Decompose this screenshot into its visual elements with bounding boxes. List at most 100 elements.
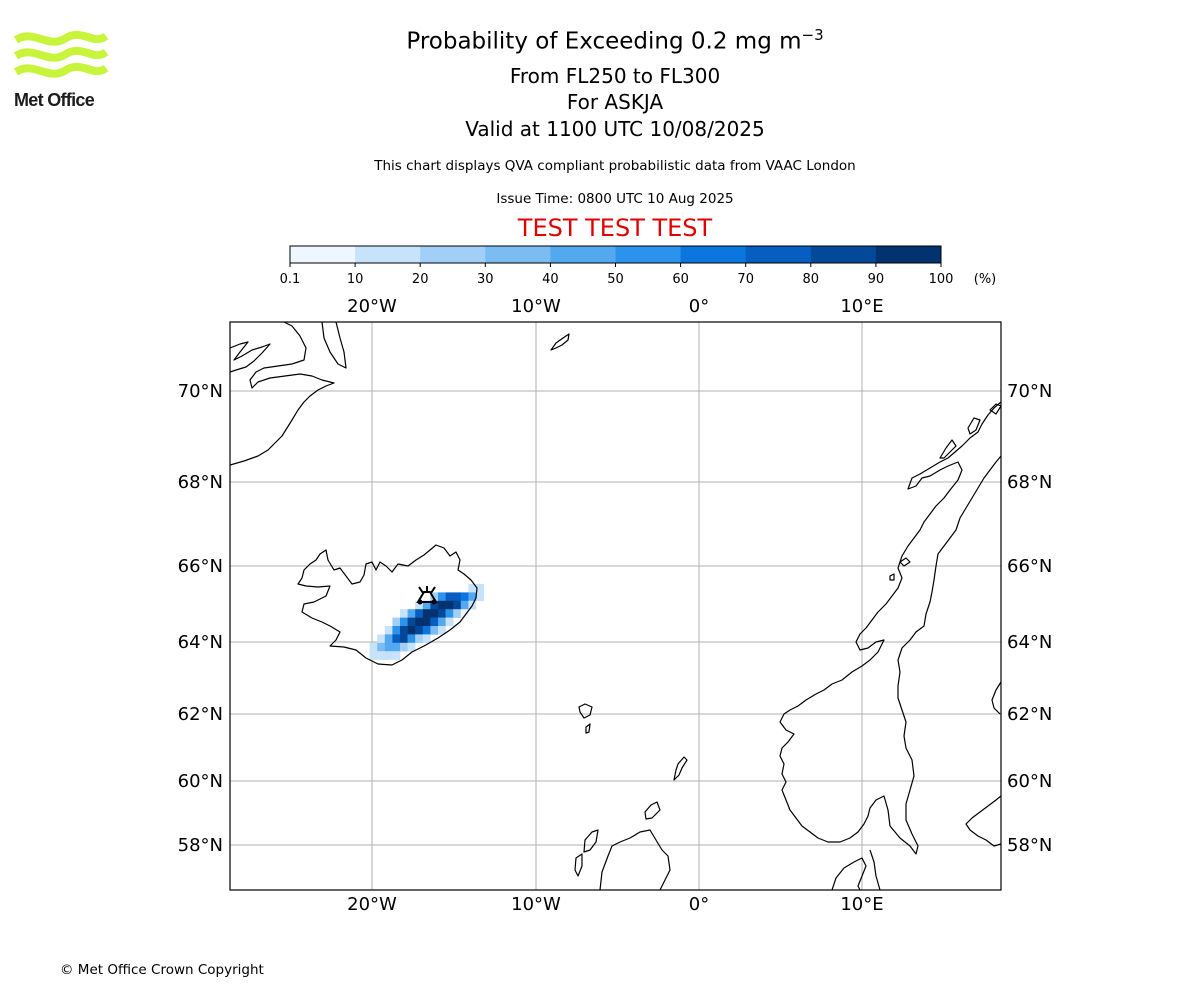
lat-label-right-60n: 60°N xyxy=(1007,771,1052,792)
lat-label-right-64n: 64°N xyxy=(1007,632,1052,653)
colorbar-unit: (%) xyxy=(974,272,997,287)
colorbar-swatch xyxy=(290,246,356,263)
coastline-iceland xyxy=(297,544,478,666)
ash-cell xyxy=(438,592,446,602)
map-frame xyxy=(229,321,1002,891)
colorbar-tick-label: 10 xyxy=(347,272,364,287)
ash-cell xyxy=(400,617,408,627)
colorbar-swatch xyxy=(420,246,486,263)
coastline-lofoten xyxy=(939,439,957,459)
ash-cell xyxy=(422,634,431,644)
copyright: © Met Office Crown Copyright xyxy=(60,962,264,978)
map-background xyxy=(230,322,1001,890)
ash-cell xyxy=(400,642,408,652)
lat-label-left-66n: 66°N xyxy=(178,556,223,577)
colorbar-tick-label: 40 xyxy=(542,272,559,287)
lat-label-right-70n: 70°N xyxy=(1007,381,1052,402)
ash-cell xyxy=(392,617,401,627)
ash-cell xyxy=(400,634,408,644)
volcano-triangle-icon xyxy=(416,586,438,605)
ash-cell xyxy=(453,609,462,618)
ash-cell xyxy=(415,617,424,627)
coastline-faroe-2 xyxy=(585,723,591,734)
valid-time: Valid at 1100 UTC 10/08/2025 xyxy=(465,117,765,141)
ash-cell xyxy=(415,600,424,610)
ash-cell xyxy=(476,592,484,602)
ash-cell xyxy=(400,609,408,618)
ash-cell xyxy=(384,642,393,652)
met-office-logo-text: Met Office xyxy=(14,90,95,110)
met-office-waves-icon xyxy=(13,30,109,78)
ash-cell xyxy=(460,600,469,610)
coastline-faroe-1 xyxy=(578,703,593,719)
ash-cell xyxy=(407,609,416,618)
ash-cell xyxy=(422,609,431,618)
ash-cell xyxy=(377,642,386,652)
coastline-jan-mayen xyxy=(550,333,570,351)
lat-label-left-62n: 62°N xyxy=(178,704,223,725)
lat-label-right-58n: 58°N xyxy=(1007,835,1052,856)
ash-cell xyxy=(445,600,454,610)
colorbar-tick-label: 100 xyxy=(929,272,954,287)
ash-cell xyxy=(445,617,454,627)
ash-cell xyxy=(369,642,378,652)
ash-cell xyxy=(392,634,401,644)
ash-cell xyxy=(430,617,439,627)
ash-cell xyxy=(377,651,386,660)
ash-cell xyxy=(460,609,469,618)
colorbar-tick-label: 70 xyxy=(737,272,754,287)
ash-cell xyxy=(468,592,477,602)
chart-title-superscript: −3 xyxy=(801,26,824,44)
colorbar-swatches xyxy=(290,246,942,263)
lon-label-bottom-20w: 20°W xyxy=(347,894,397,915)
coastline-norway xyxy=(779,401,1001,855)
lon-label-top-20w: 20°W xyxy=(347,296,397,317)
lat-label-left-68n: 68°N xyxy=(178,472,223,493)
lon-label-top-0: 0° xyxy=(689,296,709,317)
ash-cell xyxy=(422,600,431,610)
ash-cell xyxy=(369,651,378,660)
lat-label-right-68n: 68°N xyxy=(1007,472,1052,493)
colorbar-swatch xyxy=(810,246,877,263)
ash-cell xyxy=(460,592,469,602)
ash-cell xyxy=(453,592,462,602)
coastline-orkney xyxy=(644,801,661,820)
ash-cell xyxy=(438,600,446,610)
colorbar-tick-label: 50 xyxy=(607,272,624,287)
coastline-scotland xyxy=(599,829,671,890)
ash-cell xyxy=(430,609,439,618)
colorbar-swatch xyxy=(550,246,616,263)
lon-label-bottom-0: 0° xyxy=(689,894,709,915)
lon-label-top-10w: 10°W xyxy=(511,296,561,317)
coastline-denmark xyxy=(831,857,867,890)
colorbar-tick-label: 20 xyxy=(412,272,429,287)
ash-cell xyxy=(392,626,401,635)
flight-level-range: From FL250 to FL300 xyxy=(509,64,721,88)
volcano-line: For ASKJA xyxy=(566,90,664,114)
ash-cell xyxy=(377,634,386,644)
lat-label-left-64n: 64°N xyxy=(178,632,223,653)
coastline-norway-island-4 xyxy=(889,573,895,581)
lat-label-right-66n: 66°N xyxy=(1007,556,1052,577)
ash-cell xyxy=(415,634,424,644)
ash-cell xyxy=(438,626,446,635)
ash-cell xyxy=(453,600,462,610)
coastline-norway-island-3 xyxy=(899,557,911,567)
ash-cell xyxy=(445,592,454,602)
chart-title: Probability of Exceeding 0.2 mg m−3 xyxy=(215,26,1015,55)
colorbar: 0.1 10 20 30 40 50 60 70 80 90 100 (%) xyxy=(280,245,997,287)
colorbar-tick-label: 60 xyxy=(672,272,689,287)
lat-label-left-58n: 58°N xyxy=(178,835,223,856)
coastline-norway-island-1 xyxy=(967,417,981,435)
coastlines xyxy=(230,322,1001,890)
ash-cell xyxy=(430,626,439,635)
ash-cell xyxy=(400,626,408,635)
lat-labels-right: 70°N 68°N 66°N 64°N 62°N 60°N 58°N xyxy=(1007,381,1052,856)
coastline-hebrides-south xyxy=(574,853,583,877)
coastline-shetland xyxy=(673,756,688,781)
issue-time: Issue Time: 0800 UTC 10 Aug 2025 xyxy=(496,191,734,207)
coastline-sweden xyxy=(965,795,1001,847)
lat-label-right-62n: 62°N xyxy=(1007,704,1052,725)
colorbar-swatch xyxy=(745,246,812,263)
lat-label-left-60n: 60°N xyxy=(178,771,223,792)
